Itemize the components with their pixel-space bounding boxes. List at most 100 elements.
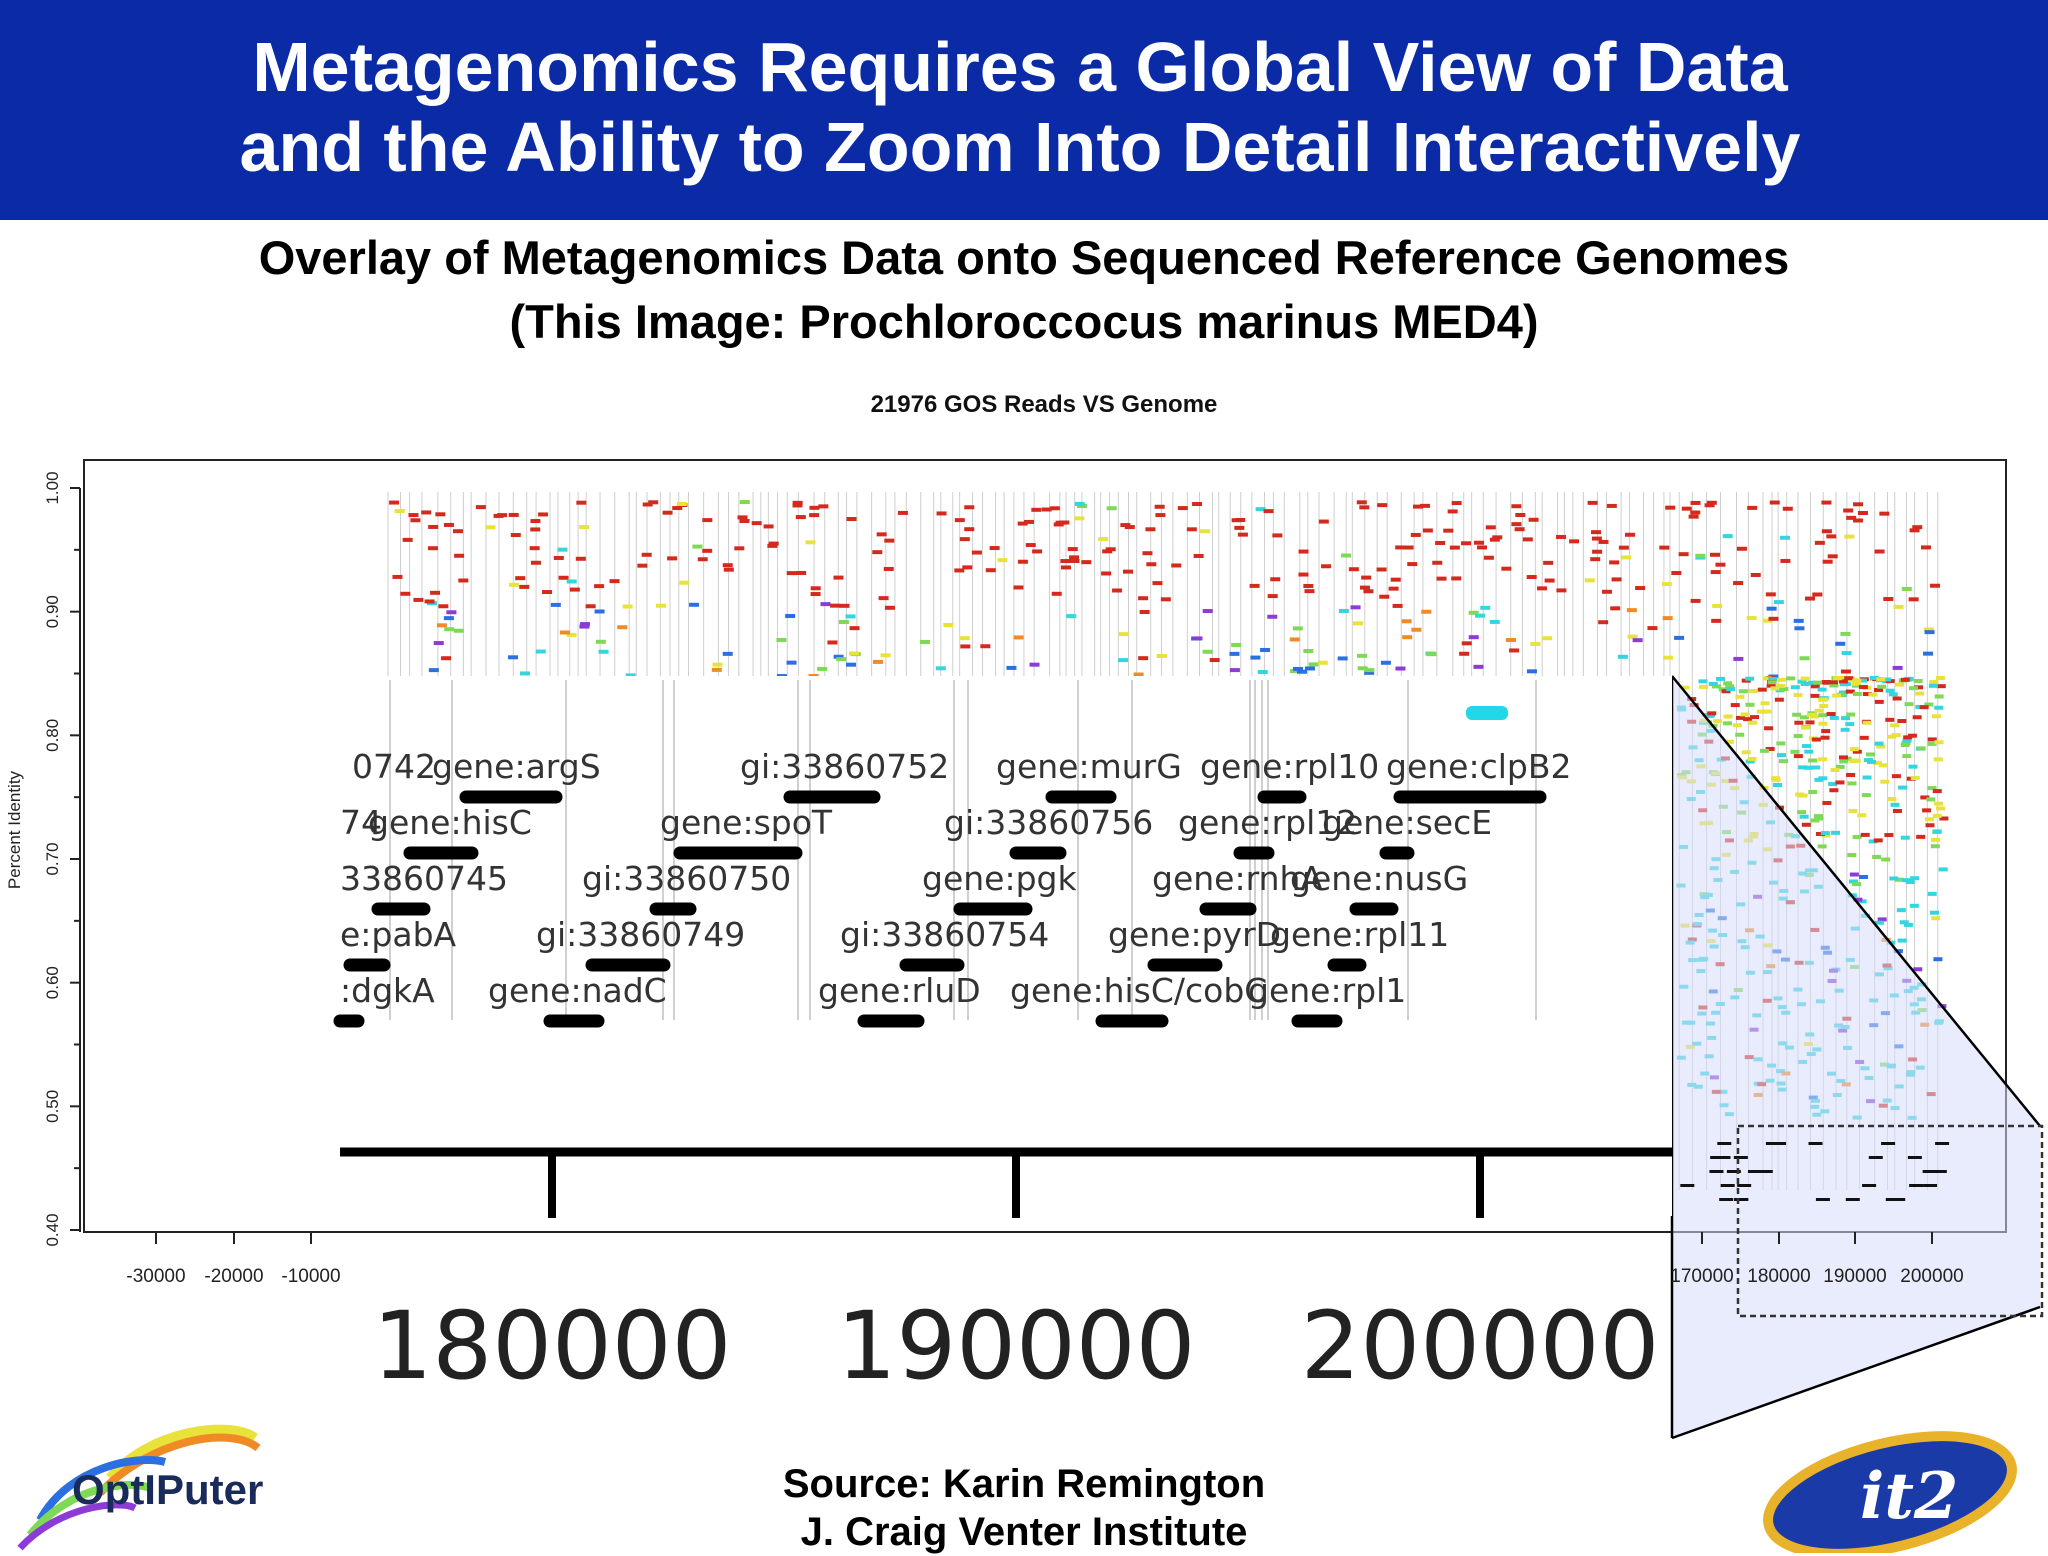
read-mark — [1858, 685, 1868, 690]
zoom-connector-top — [1671, 675, 2041, 1127]
read-mark — [980, 644, 991, 649]
read-mark — [1229, 651, 1240, 656]
gene-label[interactable]: gene:spoT — [660, 803, 833, 842]
read-mark — [1869, 676, 1879, 681]
gene-label[interactable]: gene:hisC/cobC — [1010, 971, 1267, 1010]
read-mark — [1821, 680, 1831, 685]
gene-label[interactable]: gene:rpl1 — [1248, 971, 1406, 1010]
gene-label[interactable]: gene:pgk — [922, 859, 1077, 898]
read-mark — [1776, 683, 1786, 688]
gene-label[interactable]: gene:nadC — [488, 971, 667, 1010]
gene-label[interactable]: gene:rpl11 — [1270, 915, 1449, 954]
read-mark — [1380, 660, 1391, 665]
gene-label[interactable]: :dgkA — [340, 971, 435, 1010]
gene-label[interactable]: gi:33860750 — [582, 859, 791, 898]
y-tick-label: 1.00 — [43, 471, 62, 504]
read-mark — [1690, 510, 1701, 515]
gene-label[interactable]: 33860745 — [340, 859, 508, 898]
read-mark — [1801, 822, 1811, 827]
read-mark — [1817, 844, 1827, 849]
gene-label[interactable]: 0742 — [352, 747, 436, 786]
read-mark — [1780, 535, 1791, 540]
read-mark — [1851, 758, 1861, 763]
read-mark — [818, 504, 829, 509]
read-mark — [1735, 732, 1745, 737]
read-mark — [1154, 504, 1165, 509]
read-mark — [1509, 648, 1520, 653]
read-mark — [1514, 527, 1525, 532]
read-mark — [1395, 545, 1406, 550]
read-mark — [1773, 600, 1784, 605]
gene-label[interactable]: gene:rpl10 — [1200, 747, 1379, 786]
zoom-x-tick-label: 200000 — [1301, 1292, 1660, 1401]
read-mark — [1891, 774, 1901, 779]
read-mark — [1067, 547, 1078, 552]
read-mark — [1793, 693, 1803, 698]
read-mark — [1853, 502, 1864, 507]
read-mark — [1712, 684, 1722, 689]
read-mark — [964, 527, 975, 532]
read-mark — [1900, 677, 1910, 682]
gene-label[interactable]: e:pabA — [340, 915, 457, 954]
read-mark — [1818, 721, 1828, 726]
gene-label[interactable]: gene:secE — [1322, 803, 1492, 842]
read-mark — [585, 604, 596, 609]
read-mark — [997, 558, 1008, 563]
read-mark — [1348, 567, 1359, 572]
gene-label[interactable]: gi:33860754 — [840, 915, 1049, 954]
gene-label[interactable]: gi:33860756 — [944, 803, 1153, 842]
gene-label[interactable]: gi:33860752 — [740, 747, 949, 786]
read-mark — [1480, 605, 1491, 610]
read-mark — [1361, 575, 1372, 580]
gene-label[interactable]: 74 — [340, 803, 382, 842]
read-mark — [1790, 685, 1800, 690]
read-mark — [1722, 534, 1733, 539]
read-mark — [1747, 505, 1758, 510]
read-mark — [1762, 709, 1772, 714]
read-mark — [1908, 597, 1919, 602]
gene-label[interactable]: gene:nusG — [1290, 859, 1468, 898]
gene-label[interactable]: gene:clpB2 — [1386, 747, 1571, 786]
read-mark — [1118, 658, 1129, 663]
gene-label[interactable]: gene:rluD — [818, 971, 981, 1010]
read-mark — [1308, 662, 1319, 667]
read-mark — [594, 609, 605, 614]
read-mark — [1852, 518, 1863, 523]
read-mark — [1892, 665, 1903, 670]
read-mark — [1598, 539, 1609, 544]
read-mark — [1621, 555, 1632, 560]
gene-label[interactable]: gene:rpl12 — [1178, 803, 1357, 842]
read-mark — [1897, 938, 1907, 943]
read-mark — [833, 654, 844, 659]
read-mark — [1862, 720, 1872, 725]
gene-label[interactable]: gi:33860749 — [536, 915, 745, 954]
read-mark — [1255, 507, 1266, 512]
read-mark — [739, 519, 750, 524]
gene-label[interactable]: gene:hisC — [368, 803, 532, 842]
read-mark — [1049, 506, 1060, 511]
read-mark — [943, 622, 954, 627]
read-mark — [1859, 874, 1869, 879]
read-mark — [1939, 816, 1949, 821]
zoom-selection-box[interactable] — [1736, 1124, 2044, 1318]
read-mark — [768, 541, 779, 546]
gene-label[interactable]: gene:rnhA — [1152, 859, 1323, 898]
read-mark — [689, 602, 700, 607]
read-mark — [1289, 669, 1300, 674]
gene-label[interactable]: gene:pyrD — [1108, 915, 1281, 954]
read-mark — [1896, 908, 1906, 913]
read-mark — [1904, 702, 1914, 707]
read-mark — [1060, 559, 1071, 564]
gene-label[interactable]: gene:argS — [432, 747, 601, 786]
read-mark — [1451, 576, 1462, 581]
read-mark — [1808, 790, 1818, 795]
read-mark — [1884, 833, 1894, 838]
read-mark — [805, 540, 816, 545]
gene-label[interactable]: gene:murG — [996, 747, 1182, 786]
read-mark — [1922, 808, 1932, 813]
read-mark — [827, 640, 838, 645]
mini-gene-bar — [1726, 1170, 1741, 1173]
read-mark — [1814, 540, 1825, 545]
read-mark — [1142, 551, 1153, 556]
read-mark — [475, 505, 486, 510]
